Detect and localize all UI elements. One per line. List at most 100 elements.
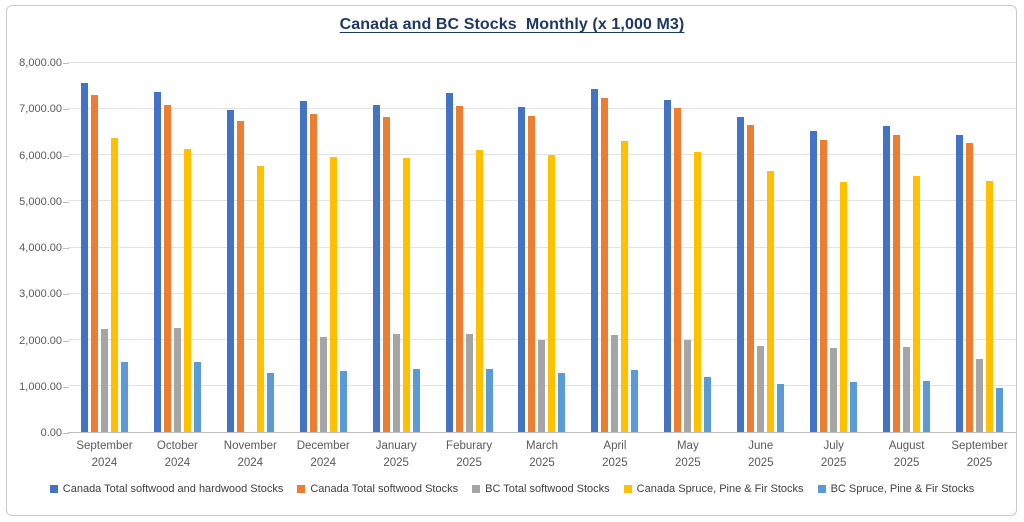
bar: [100, 329, 108, 432]
x-axis-label-year: 2025: [529, 456, 555, 469]
x-axis-label-month: September: [951, 440, 1008, 452]
y-axis-tick-mark: [63, 248, 69, 249]
bar-groups: [68, 63, 1016, 432]
bar-group: [68, 63, 141, 432]
bar: [372, 104, 380, 432]
x-axis-label: June 2025: [724, 438, 797, 471]
y-axis-tick-label: 0.00: [40, 427, 62, 439]
x-axis-label-year: 2025: [966, 456, 993, 469]
legend-swatch-icon: [297, 485, 306, 493]
x-axis-label-year: 2025: [820, 456, 847, 469]
bar-group: [724, 63, 797, 432]
bar: [601, 97, 609, 432]
x-axis-label-year: 2025: [747, 456, 774, 469]
bar-group: [943, 63, 1016, 432]
bar: [694, 151, 702, 432]
y-axis-tick-mark: [63, 109, 69, 111]
bar: [475, 149, 483, 432]
bar: [777, 384, 785, 432]
chart-title: Canada and BC Stocks Monthly (x 1,000 M3…: [339, 16, 685, 33]
x-axis-label: September 2025: [943, 438, 1016, 471]
legend-label: BC Total softwood Stocks: [485, 483, 610, 495]
legend-item: Canada Total softwood Stocks: [297, 483, 458, 495]
x-axis-label-year: 2024: [237, 456, 264, 469]
bar: [956, 134, 964, 432]
y-axis-tick-mark: [63, 294, 69, 296]
bar: [90, 94, 98, 432]
bar: [631, 369, 639, 432]
x-axis-label-month: September: [76, 440, 133, 452]
gridline: [68, 200, 1016, 202]
x-axis-label-month: November: [223, 440, 277, 452]
y-axis-tick-mark: [63, 340, 69, 342]
bar-group: [870, 63, 943, 432]
y-axis-tick-label: 2,000.00: [19, 334, 62, 347]
bar: [621, 140, 629, 432]
bar: [80, 82, 88, 432]
bar: [339, 370, 347, 432]
bar: [704, 376, 712, 432]
bar-group: [214, 63, 287, 432]
bar: [558, 372, 566, 432]
y-axis-tick-mark: [63, 155, 69, 157]
bar: [664, 100, 672, 432]
legend-label: BC Spruce, Pine & Fir Stocks: [830, 483, 975, 495]
legend-swatch-icon: [623, 485, 632, 493]
bar: [611, 334, 619, 432]
y-axis-tick-mark: [63, 433, 69, 434]
bar: [319, 336, 327, 432]
legend-item: Canada Total softwood and hardwood Stock…: [49, 483, 283, 495]
x-axis-label-year: 2024: [310, 456, 337, 469]
gridline: [68, 292, 1016, 294]
x-axis-label: August 2025: [870, 438, 943, 471]
x-axis-label-year: 2025: [675, 456, 701, 469]
x-axis-label-year: 2025: [383, 456, 409, 469]
bar: [810, 131, 818, 432]
bar: [591, 89, 599, 432]
bar-group: [141, 63, 214, 432]
x-axis-label-year: 2024: [164, 456, 191, 469]
bar: [996, 388, 1004, 432]
x-axis-label-year: 2024: [91, 456, 118, 469]
legend-swatch-icon: [49, 485, 58, 493]
bar: [820, 139, 828, 432]
bar: [528, 115, 536, 432]
bar: [883, 125, 891, 432]
bar: [986, 181, 994, 432]
x-axis-label: November 2024: [214, 438, 287, 471]
y-axis: 0.00 1,000.00 2,000.00 3,000.00 4,000.00 5,00…: [0, 0, 62, 522]
x-axis-label: July 2025: [797, 438, 870, 471]
bar: [329, 157, 337, 432]
bar: [485, 368, 493, 432]
bar-group: [578, 63, 651, 432]
x-axis-label: April 2025: [578, 438, 651, 471]
bar: [966, 142, 974, 432]
gridline: [68, 246, 1016, 248]
bar: [830, 348, 838, 432]
bar: [684, 340, 692, 432]
bar: [757, 345, 765, 432]
bar: [110, 137, 118, 432]
gridline: [68, 154, 1016, 156]
bar: [402, 158, 410, 432]
bar: [183, 148, 191, 432]
plot-area: [68, 62, 1016, 433]
x-axis-label-month: May: [676, 440, 699, 452]
y-axis-tick-mark: [63, 386, 69, 388]
bar-group: [360, 63, 433, 432]
bar-group: [506, 63, 579, 432]
y-axis-tick-label: 4,000.00: [19, 242, 62, 254]
legend-item: BC Total softwood Stocks: [472, 483, 610, 495]
x-axis-label-month: August: [888, 440, 925, 452]
bar: [913, 176, 921, 432]
x-axis-label-year: 2025: [893, 456, 920, 469]
bar: [747, 124, 755, 432]
y-axis-tick-label: 6,000.00: [19, 149, 62, 162]
y-axis-tick-label: 5,000.00: [19, 195, 62, 208]
x-axis-label-month: March: [526, 440, 558, 452]
x-axis-label: Feburary 2025: [433, 438, 506, 471]
y-axis-tick-label: 7,000.00: [19, 103, 62, 116]
bar: [893, 134, 901, 432]
bar: [266, 372, 274, 432]
bar-group: [287, 63, 360, 432]
